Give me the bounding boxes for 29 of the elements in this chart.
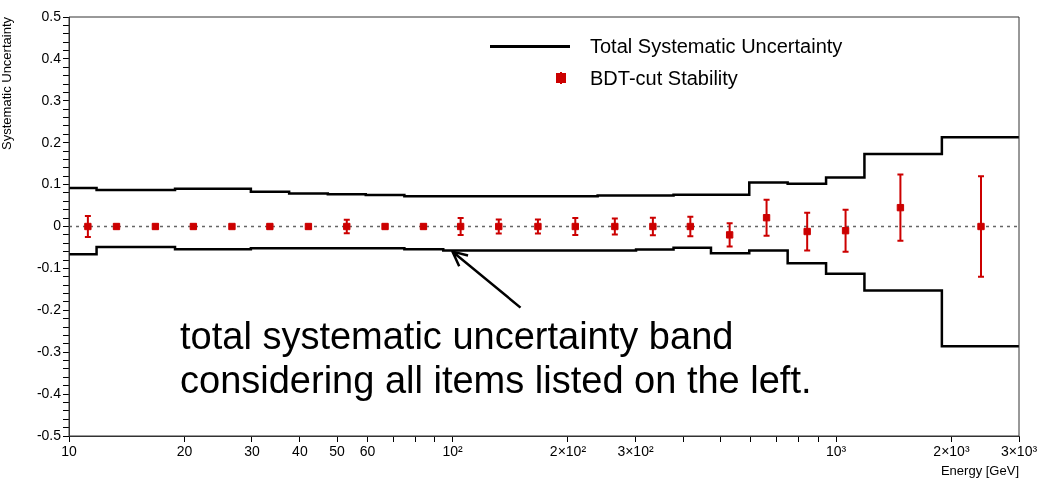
y-tick-label: 0.5 [41, 7, 62, 24]
y-axis-title: Systematic Uncertainty [0, 16, 15, 150]
x-tick-label: 2×10² [549, 443, 587, 460]
legend-label: BDT-cut Stability [590, 66, 738, 90]
x-tick-label: 3×10² [617, 443, 654, 460]
y-tick-label: 0.3 [41, 91, 62, 108]
x-tick-label: 30 [244, 443, 260, 460]
x-tick-label: 40 [292, 443, 308, 460]
y-tick-label: 0.4 [41, 49, 62, 66]
annotation: total systematic uncertainty band considering all items listed on the left. [180, 314, 812, 402]
legend-label: Total Systematic Uncertainty [590, 34, 843, 58]
x-tick-label: 20 [176, 443, 193, 460]
x-tick-label: 3×10³ [1000, 443, 1038, 460]
y-tick-label: -0.1 [36, 259, 62, 276]
y-tick-label: -0.4 [36, 384, 62, 401]
x-axis-title: Energy [GeV] [940, 462, 1019, 478]
y-tick-label: 0.2 [41, 133, 62, 150]
point [228, 222, 236, 231]
y-tick-label: -0.2 [36, 301, 62, 318]
x-tick-label: 2×10³ [933, 443, 970, 460]
x-tick-label: 10³ [825, 443, 847, 460]
y-tick-label: 0 [53, 217, 62, 234]
x-tick-label: 10 [61, 443, 77, 460]
y-tick-label: -0.3 [36, 343, 62, 360]
x-tick-label: 60 [359, 443, 376, 460]
x-tick-label: 50 [329, 443, 346, 460]
y-tick-label: -0.5 [36, 426, 62, 443]
x-tick-label: 10² [442, 443, 463, 460]
y-tick-label: 0.1 [41, 175, 62, 192]
